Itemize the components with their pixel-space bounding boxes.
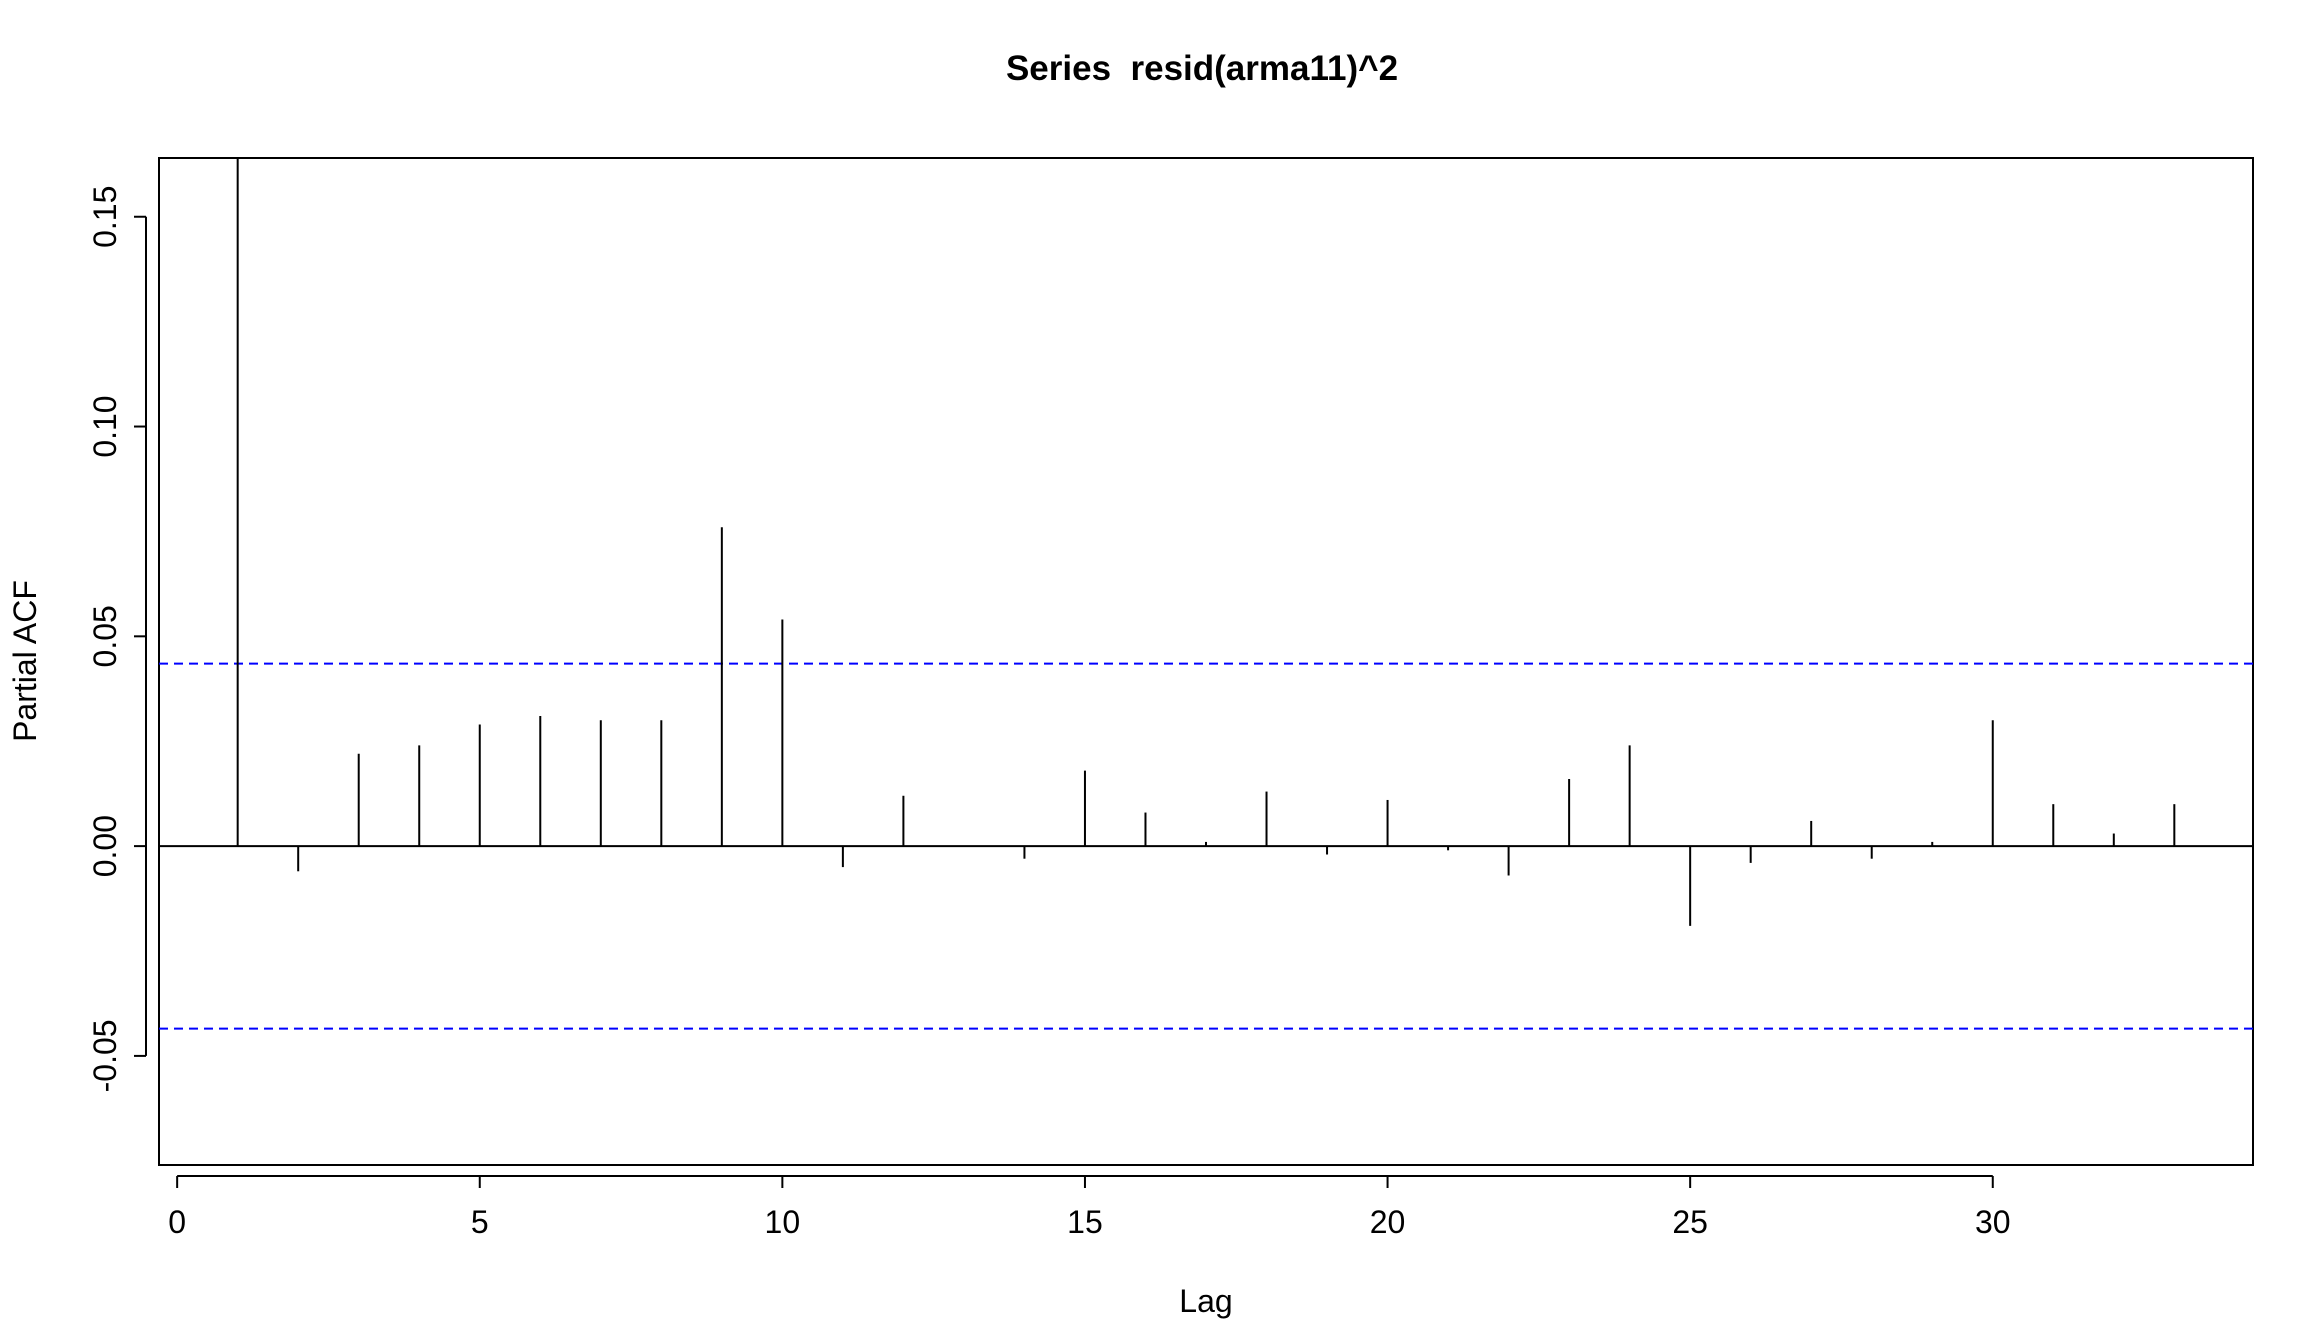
- x-tick-label: 30: [1975, 1204, 2011, 1240]
- x-tick-label: 5: [471, 1204, 489, 1240]
- y-axis-label: Partial ACF: [7, 580, 43, 742]
- x-tick-label: 0: [168, 1204, 186, 1240]
- y-tick-label: 0.00: [87, 815, 123, 877]
- x-tick-label: 25: [1672, 1204, 1708, 1240]
- x-axis-label: Lag: [1179, 1283, 1232, 1319]
- x-tick-label: 20: [1370, 1204, 1406, 1240]
- x-tick-label: 10: [765, 1204, 801, 1240]
- y-tick-label: 0.10: [87, 395, 123, 457]
- y-tick-label: -0.05: [87, 1019, 123, 1092]
- pacf-bars: [236, 158, 2176, 926]
- y-tick-label: 0.15: [87, 186, 123, 248]
- x-axis: 0 5 10 15 20 25 30: [168, 1175, 2011, 1240]
- y-axis: -0.05 0.00 0.05 0.10 0.15: [87, 186, 147, 1092]
- chart-title: Series resid(arma11)^2: [1006, 49, 1398, 88]
- plot-frame: [158, 157, 2254, 1166]
- y-tick-label: 0.05: [87, 605, 123, 667]
- x-tick-label: 15: [1067, 1204, 1103, 1240]
